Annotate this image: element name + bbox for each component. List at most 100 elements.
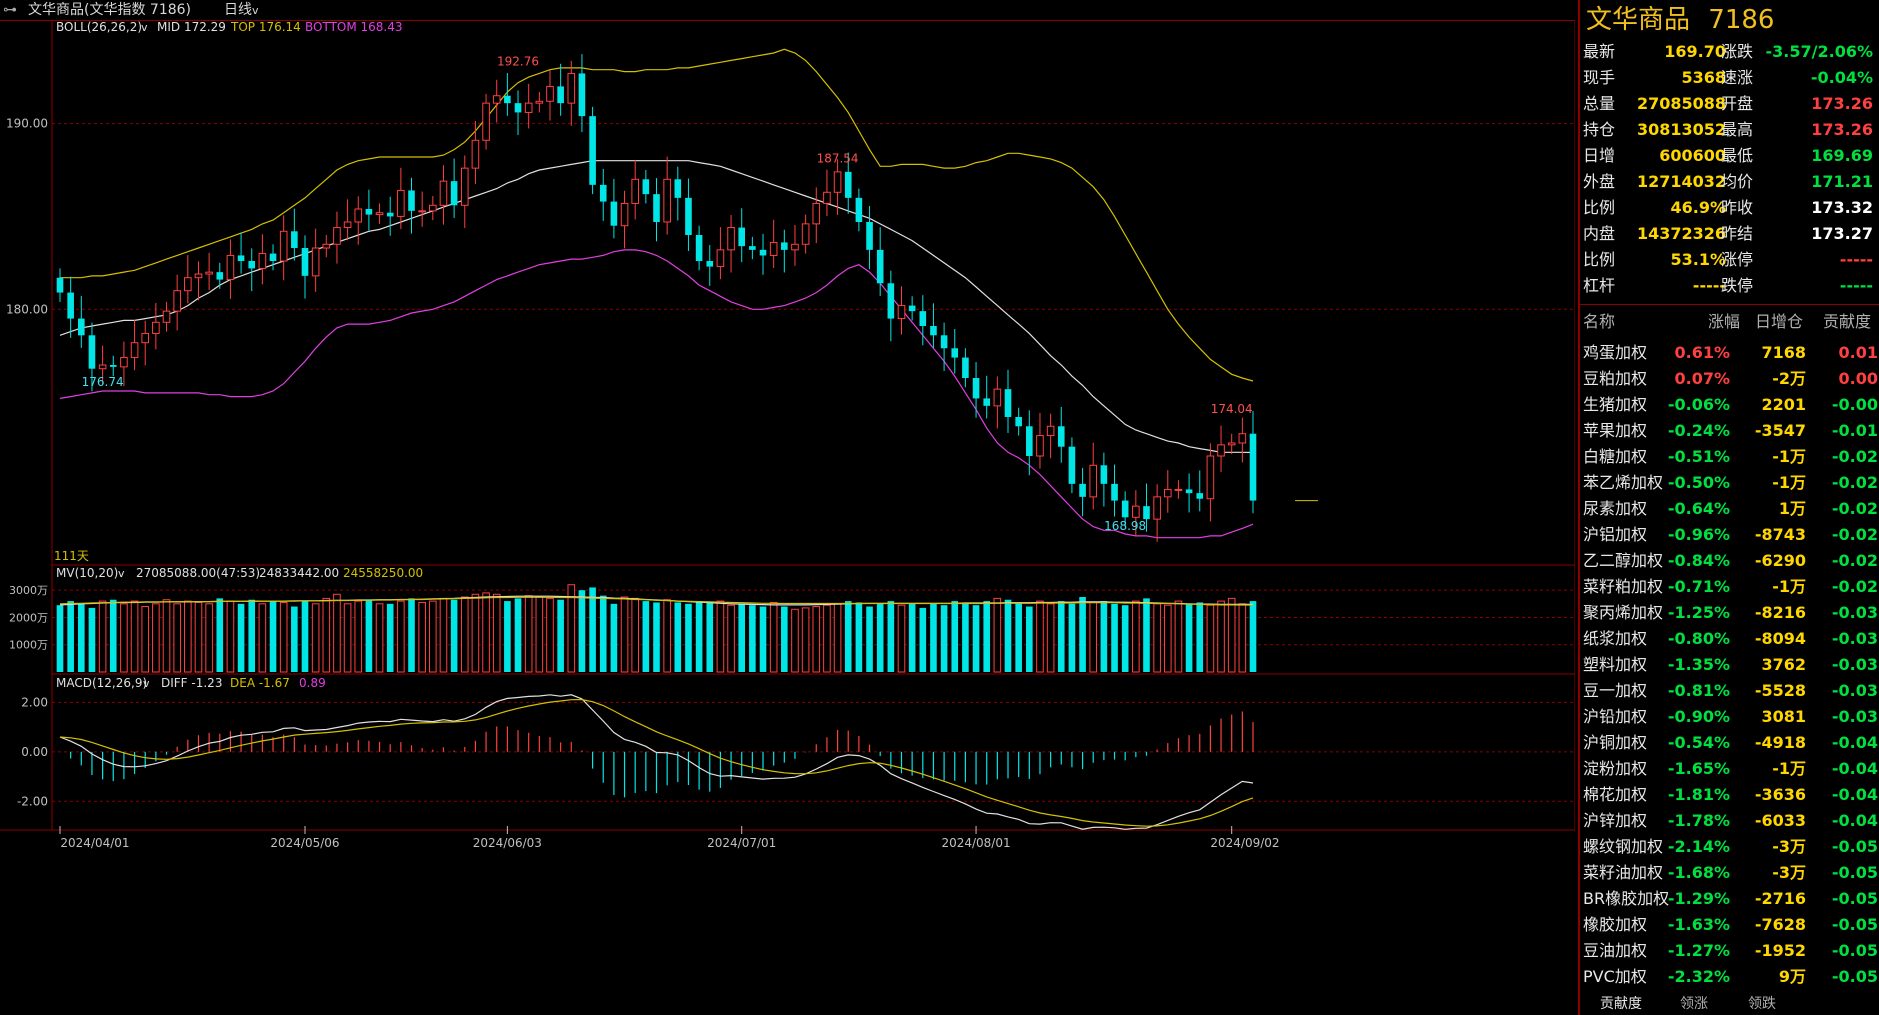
component-name: 豆油加权 [1583,941,1648,960]
component-row[interactable]: 沪锌加权 -1.78% -6033 -0.04 [1580,808,1879,834]
component-row[interactable]: 螺纹钢加权 -2.14% -3万 -0.05 [1580,834,1879,860]
volume-bar [706,602,714,672]
component-oi: -4918 [1754,733,1806,752]
volume-bar [812,606,821,673]
quote-value: 169.69 [1811,146,1873,165]
volume-bar [642,601,650,672]
candle-body [653,194,660,222]
candle-body [738,227,746,247]
candle-body [855,197,863,222]
component-contrib: -0.05 [1831,967,1878,986]
tab-contribution[interactable]: 贡献度 [1600,996,1642,1012]
boll-top-line [60,48,1254,382]
volume-bar [855,602,863,672]
component-change: -0.51% [1667,447,1730,466]
component-row[interactable]: PVC加权 -2.32% 9万 -0.05 [1580,964,1879,990]
component-row[interactable]: 塑料加权 -1.35% 3762 -0.03 [1580,652,1879,678]
component-change: -0.71% [1667,577,1730,596]
quote-value: -3.57/2.06% [1765,42,1873,61]
volume-bar [781,606,788,672]
component-name: 橡胶加权 [1583,915,1648,934]
volume-bar [844,601,852,672]
candle-body [237,255,245,261]
volume-bar [1121,605,1129,672]
component-row[interactable]: 豆粕加权 0.07% -2万 0.00 [1580,366,1879,392]
header-name[interactable]: 名称 [1583,312,1616,331]
volume-bar [56,605,64,672]
quote-value: 169.70 [1664,42,1726,61]
component-row[interactable]: 聚丙烯加权 -1.25% -8216 -0.03 [1580,600,1879,626]
component-oi: -3万 [1772,837,1806,856]
component-row[interactable]: 乙二醇加权 -0.84% -6290 -0.02 [1580,548,1879,574]
component-row[interactable]: 沪铅加权 -0.90% 3081 -0.03 [1580,704,1879,730]
component-row[interactable]: 菜籽油加权 -1.68% -3万 -0.05 [1580,860,1879,886]
volume-bar [237,603,245,672]
quote-label: 内盘 [1583,224,1616,243]
date-label: 2024/05/06 [270,836,339,850]
component-name: 沪铜加权 [1583,733,1648,752]
candle-body [801,223,810,245]
volume-bar [1026,606,1033,672]
tab-leading-up[interactable]: 领涨 [1680,996,1708,1012]
volume-bar [311,603,320,673]
component-row[interactable]: 沪铜加权 -0.54% -4918 -0.04 [1580,730,1879,756]
component-oi: -8743 [1754,525,1806,544]
component-oi: -1万 [1772,473,1806,492]
component-oi: -3万 [1772,863,1806,882]
candle-body [1217,444,1225,457]
quote-value: ----- [1839,250,1873,269]
candle-body [504,95,511,104]
candle-body [1026,426,1033,456]
component-row[interactable]: 菜籽粕加权 -0.71% -1万 -0.02 [1580,574,1879,600]
component-row[interactable]: 苹果加权 -0.24% -3547 -0.01 [1580,418,1879,444]
price-tick-label: 180.00 [6,302,48,316]
component-row[interactable]: 白糖加权 -0.51% -1万 -0.02 [1580,444,1879,470]
kline-chart[interactable]: 190.00 180.00 192.76 187.54 176.74 174.04 168.… [0,20,1575,1015]
macd-diff-line [59,694,1254,830]
component-row[interactable]: 豆一加权 -0.81% -5528 -0.03 [1580,678,1879,704]
component-row[interactable]: 沪铝加权 -0.96% -8743 -0.02 [1580,522,1879,548]
component-row[interactable]: 生猪加权 -0.06% 2201 -0.00 [1580,392,1879,418]
volume-bar [919,607,927,672]
boll-mid-line [59,160,1254,454]
component-name: 乙二醇加权 [1583,551,1664,570]
candle-body [557,86,564,104]
macd-label: MACD(12,26,9) [56,676,147,690]
volume-bar [301,601,309,672]
tab-leading-down[interactable]: 领跌 [1748,996,1776,1012]
component-name: 塑料加权 [1583,655,1648,674]
component-row[interactable]: 鸡蛋加权 0.61% 7168 0.01 [1580,340,1879,366]
volume-bar [78,603,85,672]
period-selector[interactable]: 日线v [224,0,259,21]
component-row[interactable]: BR橡胶加权 -1.29% -2716 -0.05 [1580,886,1879,912]
candle-body [823,191,831,204]
header-change[interactable]: 涨幅 [1708,312,1741,331]
candle-body [56,277,64,293]
component-row[interactable]: 橡胶加权 -1.63% -7628 -0.05 [1580,912,1879,938]
component-row[interactable]: 纸浆加权 -0.80% -8094 -0.03 [1580,626,1879,652]
component-name: PVC加权 [1583,967,1647,986]
volume-bar [343,603,352,673]
boll-mid-value: MID 172.29 [157,20,226,34]
header-oi[interactable]: 日增仓 [1755,312,1804,331]
component-row[interactable]: 棉花加权 -1.81% -3636 -0.04 [1580,782,1879,808]
candle-body [1079,483,1086,497]
volume-bar [866,606,873,672]
volume-bar [514,598,522,672]
component-row[interactable]: 豆油加权 -1.27% -1952 -0.05 [1580,938,1879,964]
component-row[interactable]: 淀粉加权 -1.65% -1万 -0.04 [1580,756,1879,782]
quote-value: -0.04% [1810,68,1873,87]
volume-bar [418,601,426,673]
component-row[interactable]: 尿素加权 -0.64% 1万 -0.02 [1580,496,1879,522]
candle-body [120,357,128,368]
volume-bar [833,603,842,673]
quote-label: 持仓 [1583,120,1616,139]
header-contrib[interactable]: 贡献度 [1823,312,1872,331]
volume-bar [823,604,831,673]
volume-tick-label: 1000万 [9,639,48,652]
quote-value: 171.21 [1811,172,1873,191]
component-row[interactable]: 苯乙烯加权 -0.50% -1万 -0.02 [1580,470,1879,496]
quote-value: 173.26 [1811,94,1873,113]
candle-body [291,231,298,248]
volume-bar [98,600,107,673]
